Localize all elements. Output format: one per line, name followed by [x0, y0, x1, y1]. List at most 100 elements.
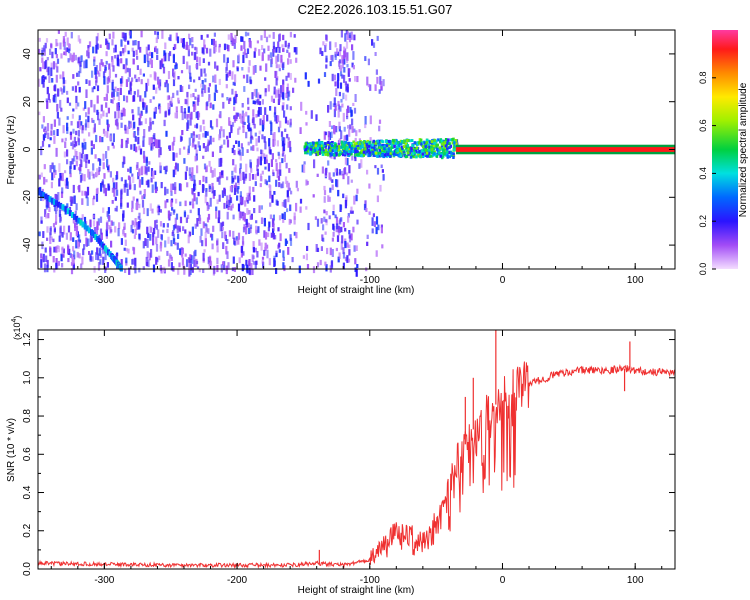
spectrogram-cell: [186, 122, 189, 131]
spectrogram-cell: [143, 129, 146, 138]
spectrogram-cell: [242, 55, 245, 63]
spectrogram-cell: [352, 65, 355, 70]
spectrogram-cell: [207, 61, 211, 66]
spectrogram-cell: [76, 251, 79, 258]
spectrogram-cell: [259, 173, 262, 181]
spectrogram-cell: [249, 79, 252, 85]
spectrogram-cell: [325, 264, 328, 272]
spectrogram-cell: [222, 129, 225, 138]
spectrogram-cell: [284, 116, 288, 124]
spectrogram-cell: [269, 190, 272, 199]
spectrogram-cell: [55, 147, 58, 157]
spectrogram-cell: [149, 203, 152, 211]
spectrogram-cell: [204, 78, 207, 83]
spectrogram-onset-cell: [376, 139, 379, 143]
spectrogram-cell: [145, 82, 148, 92]
spectrogram-cell: [68, 48, 71, 54]
spectrogram-xtick-label: 100: [627, 275, 644, 286]
colorbar-label: Normalized spectral amplitude: [738, 82, 749, 217]
spectrogram-cell: [237, 128, 240, 135]
spectrogram-cell: [188, 137, 191, 146]
spectrogram-cell: [278, 249, 281, 253]
spectrogram-cell: [250, 215, 253, 220]
spectrogram-onset-cell: [404, 155, 408, 159]
spectrogram-onset-cell: [427, 143, 430, 147]
spectrogram-cell: [345, 52, 348, 60]
spectrogram-cell: [325, 211, 328, 216]
spectrogram-cell: [91, 256, 94, 262]
spectrogram-onset-cell: [337, 145, 341, 148]
spectrogram-cell: [166, 223, 169, 228]
spectrogram-cell: [72, 261, 75, 269]
spectrogram-onset-cell: [449, 151, 452, 155]
spectrogram-cell: [62, 77, 65, 84]
spectrogram-onset-cell: [333, 145, 336, 149]
spectrogram-onset-cell: [423, 150, 427, 154]
spectrogram-onset-cell: [452, 154, 456, 158]
spectrogram-cell: [120, 202, 123, 209]
spectrogram-cell: [233, 97, 236, 106]
spectrogram-onset-cell: [347, 141, 350, 145]
spectrogram-cell: [46, 226, 49, 233]
spectrogram-cell: [97, 170, 100, 175]
spectrogram-cell: [67, 58, 70, 63]
spectrogram-cell: [188, 84, 191, 90]
spectrogram-cell: [205, 224, 208, 233]
carrier-line: [456, 147, 675, 152]
spectrogram-cell: [134, 266, 137, 274]
spectrogram-cell: [184, 98, 187, 105]
spectrogram-cell: [299, 206, 302, 213]
spectrogram-cell: [158, 106, 162, 114]
spectrogram-cell: [182, 55, 185, 64]
spectrogram-cell: [201, 184, 205, 193]
spectrogram-onset-cell: [371, 143, 374, 147]
spectrogram-cell: [339, 105, 342, 112]
spectrogram-onset-cell: [365, 146, 369, 150]
spectrogram-cell: [283, 199, 286, 208]
spectrogram-cell: [238, 212, 241, 221]
spectrogram-cell: [341, 55, 344, 64]
colorbar-tick-label: 0.0: [698, 263, 708, 276]
spectrogram-onset-cell: [408, 139, 411, 143]
spectrogram-cell: [323, 209, 326, 214]
spectrogram-cell: [269, 52, 272, 58]
spectrogram-cell: [283, 154, 286, 163]
snr-ytick-label: 0.2: [22, 523, 33, 537]
spectrogram-cell: [51, 51, 54, 59]
spectrogram-cell: [104, 266, 107, 273]
spectrogram-cell: [374, 84, 377, 91]
spectrogram-cell: [127, 168, 130, 172]
spectrogram-cell: [106, 40, 109, 46]
spectrogram-cell: [53, 119, 56, 127]
spectrogram-cell: [93, 195, 96, 200]
spectrogram-cell: [78, 115, 81, 120]
spectrogram-cell: [111, 59, 114, 67]
spectrogram-cell: [345, 41, 349, 49]
spectrogram-cell: [125, 248, 128, 252]
spectrogram-cell: [146, 226, 149, 235]
spectrogram-cell: [45, 179, 48, 183]
spectrogram-cell: [66, 122, 69, 131]
spectrogram-cell: [133, 121, 136, 129]
spectrogram-cell: [164, 111, 167, 118]
spectrogram-cell: [173, 136, 176, 142]
spectrogram-cell: [203, 126, 206, 131]
spectrogram-cell: [189, 177, 193, 181]
spectrogram-cell: [136, 162, 139, 169]
spectrogram-cell: [274, 106, 277, 115]
spectrogram-cell: [103, 76, 106, 85]
spectrogram-cell: [287, 182, 290, 192]
spectrogram-onset-cell: [385, 140, 388, 144]
spectrogram-cell: [134, 257, 137, 267]
spectrogram-cell: [349, 124, 352, 130]
spectrogram-cell: [275, 250, 278, 255]
spectrogram-cell: [132, 196, 135, 201]
spectrogram-cell: [248, 60, 251, 66]
spectrogram-cell: [75, 141, 78, 147]
spectrogram-cell: [348, 78, 351, 82]
spectrogram-cell: [198, 145, 201, 151]
spectrogram-cell: [149, 138, 152, 147]
spectrogram-cell: [208, 256, 212, 262]
spectrogram-cell: [288, 52, 291, 58]
spectrogram-cell: [149, 58, 152, 65]
